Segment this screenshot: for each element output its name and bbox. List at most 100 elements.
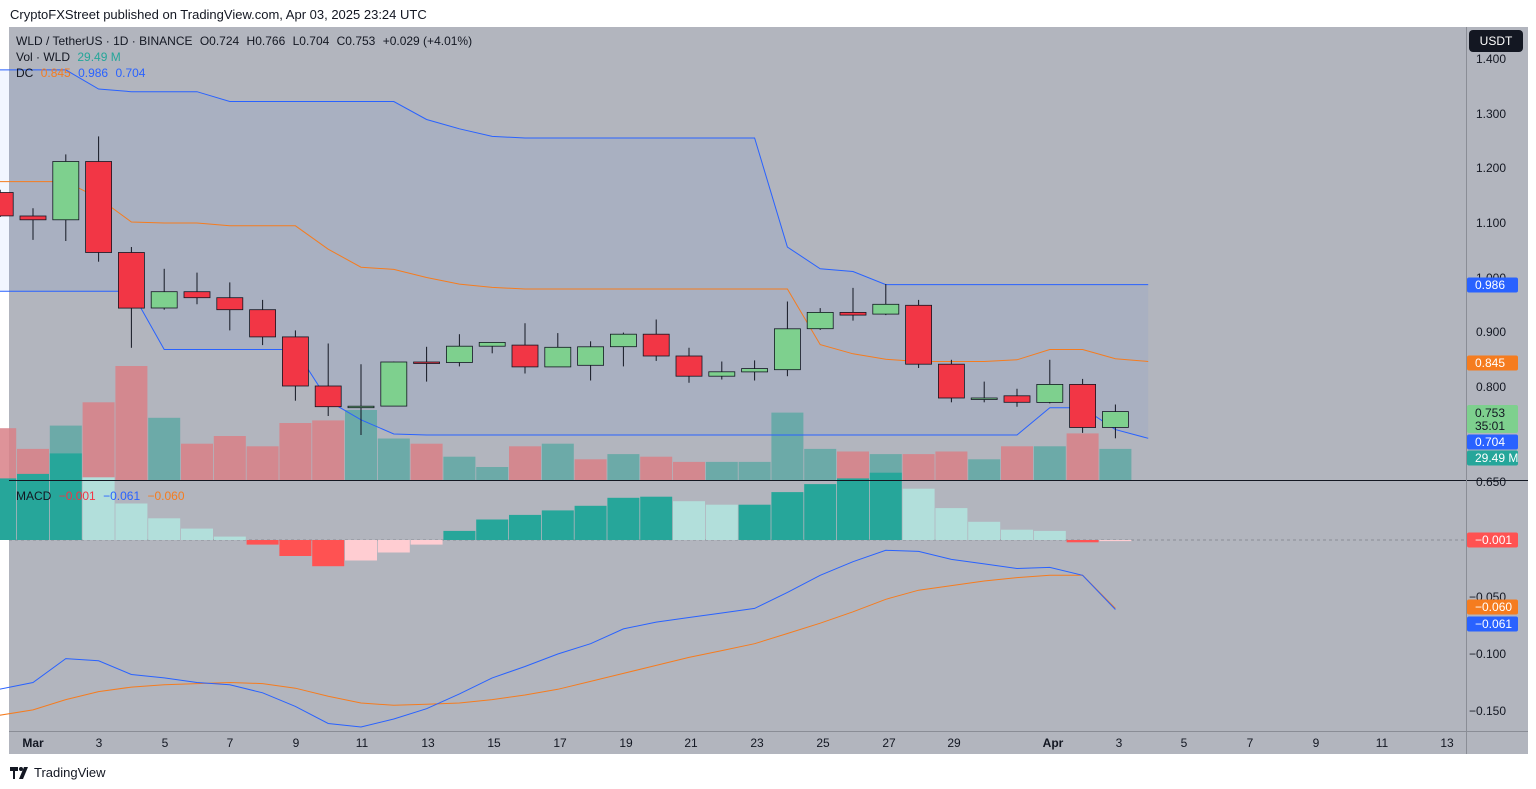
time-tick-label: Mar [22,736,44,750]
volume-bar [312,420,345,480]
symbol-name[interactable]: WLD / TetherUS · 1D · BINANCE [16,34,193,48]
macd-histogram-bar [345,540,377,561]
time-tick-label: 13 [421,736,435,750]
macd-histogram-bar [148,518,181,540]
time-tick-label: 3 [1116,736,1123,750]
candle-body [1102,411,1129,428]
donchian-channel-fill [0,69,1149,439]
volume-bar [738,461,771,480]
macd-histogram-bar [738,504,771,540]
macd-histogram-bar [935,508,968,540]
volume-bar [607,454,640,480]
footer-brand: TradingView [10,765,106,780]
price-tick-label: 1.100 [1476,216,1506,230]
macd-histogram-bar [17,473,49,540]
candle-body [806,311,834,330]
candle-body [774,328,801,371]
currency-button[interactable]: USDT [1469,30,1523,52]
time-tick-label: 15 [487,736,501,750]
dc-mid-value: 0.845 [40,66,71,80]
time-tick-label: 7 [227,736,234,750]
time-tick-label: 19 [619,736,633,750]
macd-histogram-bar [115,503,148,540]
macd-signal-price-label-bg [1467,599,1518,615]
last-price-label: 0.753 [1475,406,1505,420]
last-price-label-bg [1467,405,1518,433]
candle-body [642,333,670,357]
volume-value: 29.49 M [77,50,121,64]
price-tick-label: 1.300 [1476,107,1506,121]
volume-bar [181,443,213,480]
dc-lower-price-label: 0.704 [1475,435,1505,449]
chart-frame[interactable] [9,27,1528,754]
time-tick-label: 23 [750,736,764,750]
footer-brand-text: TradingView [34,765,106,780]
volume-bar [837,451,869,480]
candle-body [708,371,736,377]
macd-signal-price-label: −0.060 [1475,600,1512,614]
candle-body [413,361,441,364]
candle-body [52,161,80,221]
macd-histogram-bar [705,504,738,540]
ohlc-low: L0.704 [292,34,330,48]
macd-signal-line [0,574,1116,716]
ohlc-open: O0.724 [199,34,240,48]
dc-basis-line [0,181,1149,362]
dc-lower-line [0,290,1149,439]
volume-bar [115,366,148,480]
macd-histogram-bar [246,540,279,545]
volume-bar [771,412,804,480]
ohlc-close: C0.753 [336,34,376,48]
volume-bar [0,428,17,480]
macd-histogram-bar [968,521,1001,540]
dc-label[interactable]: DC [16,66,34,80]
volume-bar [82,402,115,480]
dc-legend: DC 0.845 0.986 0.704 [16,66,149,80]
macd-tick-label: −0.100 [1469,647,1506,661]
dc-upper-value: 0.986 [78,66,109,80]
volume-bar [640,456,673,480]
candle-body [380,361,408,407]
dc-band-fill [0,69,1149,439]
volume-bar [279,423,312,480]
macd-histogram-bar [82,477,115,540]
candle-body [872,303,900,315]
volume-label[interactable]: Vol · WLD [16,50,71,64]
macd-histogram-bar [771,492,804,540]
candle-body [478,341,506,347]
dc-mid-price-label: 0.845 [1475,356,1505,370]
macd-histogram-bar [1001,529,1033,540]
macd-histogram-bar [410,540,443,545]
macd-histogram-bar [181,528,213,540]
macd-histogram-bar [541,510,574,540]
candle-body [445,345,473,363]
time-tick-label: 3 [96,736,103,750]
volume-bar [246,446,279,480]
volume-bar [804,448,837,480]
macd-line-price-label: −0.061 [1475,617,1512,631]
macd-histogram-bar [574,505,607,540]
macd-histogram-bar [869,472,902,540]
candle-body [577,346,604,366]
candle-body [1036,383,1064,403]
volume-legend: Vol · WLD 29.49 M [16,50,125,64]
macd-label[interactable]: MACD [16,489,52,503]
candle-body [118,252,145,309]
time-tick-label: 25 [816,736,830,750]
candle-body [314,385,342,408]
candle-body [938,363,965,399]
macd-line-price-label-bg [1467,616,1518,632]
ohlc-high: H0.766 [246,34,286,48]
volume-bar [443,456,476,480]
candle-body [0,192,14,217]
macd-histogram-bar [1099,540,1132,542]
macd-histogram-bar [213,536,246,540]
macd-histogram-bar [312,540,345,567]
candle-body [675,355,703,377]
volume-bar [410,443,443,480]
time-tick-label: 5 [162,736,169,750]
macd-histogram-bar [443,530,476,540]
volume-bar [213,436,246,480]
